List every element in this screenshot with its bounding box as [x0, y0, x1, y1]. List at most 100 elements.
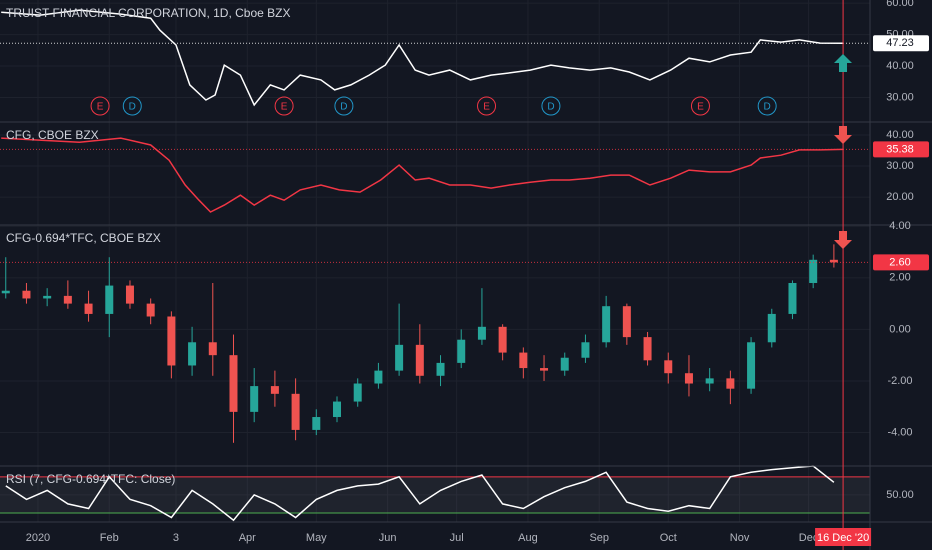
candle-body: [664, 360, 673, 374]
event-label: D: [547, 102, 554, 113]
event-label: D: [129, 102, 136, 113]
candle-body: [436, 362, 445, 376]
x-tick-label: May: [306, 532, 327, 544]
price-line: [5, 465, 835, 522]
y-tick-label: -4.00: [887, 426, 912, 438]
price-line: [1, 137, 844, 213]
candle-body: [229, 355, 238, 412]
candle-body: [726, 378, 735, 389]
pane-title: CFG, CBOE BZX: [6, 128, 99, 142]
candle-body: [684, 373, 693, 384]
y-tick-label: 30.00: [886, 160, 914, 172]
candle-body: [312, 417, 321, 430]
candle-body: [353, 383, 362, 402]
candle-body: [146, 303, 155, 317]
last-price-box: [873, 35, 929, 52]
candle-body: [250, 386, 259, 412]
candle-body: [333, 401, 342, 418]
rsi-band-fill: [0, 476, 870, 513]
candle-body: [540, 368, 549, 371]
y-tick-label: 4.00: [889, 220, 910, 232]
candle-body: [747, 342, 756, 389]
event-label: E: [97, 102, 104, 113]
event-marker: [690, 96, 710, 116]
event-label: E: [281, 102, 288, 113]
pane-title: CFG-0.694*TFC, CBOE BZX: [6, 231, 161, 245]
grid-layer: [0, 0, 870, 522]
candle-body: [208, 342, 217, 356]
candle-body: [395, 344, 404, 371]
event-marker: [122, 96, 142, 116]
pane-title: RSI (7, CFG-0.694*TFC: Close): [6, 472, 175, 486]
event-label: E: [483, 102, 490, 113]
last-price-box: [873, 254, 929, 271]
price-line: [1, 9, 844, 107]
x-tick-label: Oct: [660, 532, 677, 544]
x-tick-label: Jul: [450, 532, 464, 544]
y-tick-label: 40.00: [886, 60, 914, 72]
overlay-layer: 2020 Feb 3 Apr May Jun Jul Aug Sep Oct Nov Dec 60.00…: [6, 0, 929, 550]
candle-body: [167, 316, 176, 366]
x-tick-label: Feb: [100, 532, 119, 544]
candle-body: [63, 295, 72, 304]
x-tick-label: Jun: [379, 532, 397, 544]
candle-body: [788, 282, 797, 314]
last-price-label: 35.38: [886, 143, 914, 155]
candle-body: [829, 259, 838, 263]
candle-body: [291, 393, 300, 430]
candle-body: [125, 285, 134, 304]
last-price-label: 47.23: [886, 37, 914, 49]
candle-body: [809, 259, 818, 283]
candle-body: [477, 326, 486, 340]
crosshair-date-label: 16 Dec '20: [817, 532, 869, 544]
y-tick-label: 50.00: [886, 489, 914, 501]
candle-body: [415, 344, 424, 376]
sell-arrow: [834, 126, 852, 144]
candle-body: [705, 378, 714, 384]
candle-body: [374, 370, 383, 384]
candle-body: [602, 306, 611, 343]
y-tick-label: 0.00: [889, 323, 910, 335]
pane-title: TRUIST FINANCIAL CORPORATION, 1D, Cboe B…: [6, 6, 291, 20]
event-marker: [757, 96, 777, 116]
candle-body: [767, 313, 776, 343]
event-label: E: [697, 102, 704, 113]
event-label: D: [340, 102, 347, 113]
candle-body: [1, 290, 10, 294]
candle-body: [457, 339, 466, 363]
event-marker: [90, 96, 110, 116]
candle-body: [498, 326, 507, 353]
candle-body: [43, 295, 52, 299]
candle-body: [643, 337, 652, 361]
y-tick-label: -2.00: [887, 375, 912, 387]
crosshair-date-box: [815, 528, 872, 546]
x-tick-label: Dec: [799, 532, 819, 544]
x-tick-label: 2020: [26, 532, 50, 544]
candle-body: [581, 342, 590, 358]
candle-body: [84, 303, 93, 314]
x-tick-label: 3: [173, 532, 179, 544]
event-marker: [541, 96, 561, 116]
candle-body: [560, 357, 569, 371]
candle-body: [519, 352, 528, 369]
y-tick-label: 40.00: [886, 129, 914, 141]
last-price-label: 2.60: [889, 256, 910, 268]
sell-arrow: [834, 231, 852, 249]
x-tick-label: Aug: [518, 532, 538, 544]
candle-body: [622, 306, 631, 338]
x-tick-label: Sep: [589, 532, 609, 544]
event-marker: [477, 96, 497, 116]
candle-body: [188, 342, 197, 366]
y-tick-label: 60.00: [886, 0, 914, 9]
y-tick-label: 30.00: [886, 91, 914, 103]
event-marker: [274, 96, 294, 116]
candle-body: [270, 386, 279, 394]
last-price-box: [873, 141, 929, 158]
y-tick-label: 2.00: [889, 272, 910, 284]
candle-body: [105, 285, 114, 314]
candle-body: [22, 290, 31, 299]
y-tick-label: 20.00: [886, 191, 914, 203]
event-label: D: [764, 102, 771, 113]
